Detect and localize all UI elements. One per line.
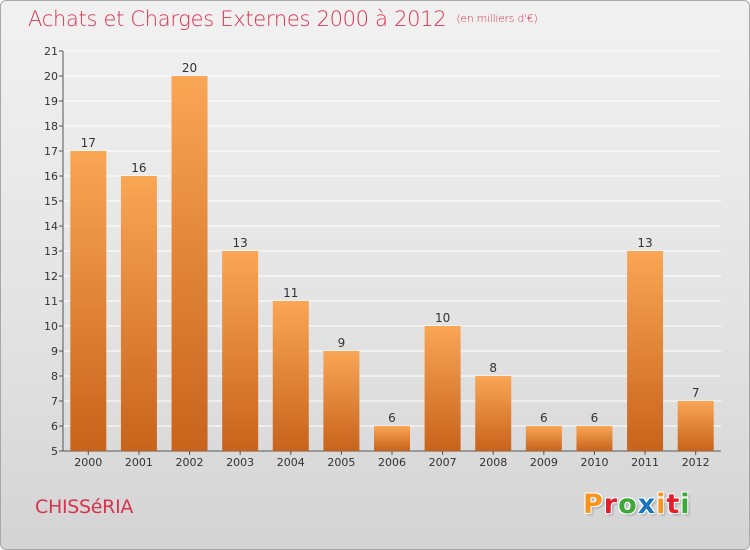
logo-letter: x: [637, 489, 657, 520]
bar-value-label: 10: [435, 311, 450, 325]
bar: [576, 426, 613, 451]
y-tick-label: 14: [44, 220, 58, 233]
y-tick-label: 20: [44, 70, 58, 83]
bar: [677, 401, 714, 451]
bar: [475, 376, 512, 451]
y-tick-label: 8: [51, 370, 58, 383]
y-tick-label: 18: [44, 120, 58, 133]
x-tick-label: 2006: [378, 456, 406, 469]
y-tick-label: 16: [44, 170, 58, 183]
y-tick-label: 5: [51, 445, 58, 458]
bar: [171, 76, 208, 451]
labels: 5 6 7 8 9 10 11 12 13 14 15 16 17 18 19 20 21 17 2000 16 200…: [44, 45, 710, 469]
x-tick-label: 2009: [530, 456, 558, 469]
axes: [59, 50, 721, 455]
x-tick-label: 2004: [277, 456, 305, 469]
title-text: Achats et Charges Externes 2000 à 2012: [28, 7, 447, 31]
chart-title: Achats et Charges Externes 2000 à 2012 (e…: [28, 7, 538, 31]
bar: [272, 301, 309, 451]
x-tick-label: 2000: [74, 456, 102, 469]
y-tick-label: 10: [44, 320, 58, 333]
x-tick-label: 2002: [176, 456, 204, 469]
bar-value-label: 6: [540, 411, 548, 425]
y-tick-label: 13: [44, 245, 58, 258]
logo-letter: o: [618, 489, 638, 520]
logo-letter: r: [603, 489, 619, 520]
grid-lines: [63, 50, 721, 452]
bar: [374, 426, 410, 451]
bar-value-label: 13: [233, 236, 248, 250]
logo-letter: i: [680, 489, 691, 520]
x-tick-label: 2012: [682, 456, 710, 469]
unit-label: (en milliers d'€): [456, 12, 538, 25]
logo-letter: i: [656, 489, 667, 520]
x-tick-label: 2001: [125, 456, 153, 469]
bar-value-label: 6: [388, 411, 396, 425]
x-tick-label: 2011: [631, 456, 659, 469]
y-tick-label: 17: [44, 145, 58, 158]
bar-value-label: 9: [338, 336, 346, 350]
x-tick-label: 2003: [226, 456, 254, 469]
bar: [424, 326, 461, 451]
bar-value-label: 7: [692, 386, 700, 400]
y-tick-label: 21: [44, 45, 58, 58]
proxiti-logo: Proxiti: [583, 489, 691, 520]
bars: [70, 76, 714, 451]
logo-letter: t: [666, 489, 681, 520]
bar-value-label: 6: [591, 411, 599, 425]
bar: [627, 251, 664, 451]
x-tick-label: 2005: [327, 456, 355, 469]
bar: [120, 176, 157, 451]
y-tick-label: 9: [51, 345, 58, 358]
y-tick-label: 15: [44, 195, 58, 208]
y-tick-label: 12: [44, 270, 58, 283]
bar: [525, 426, 562, 451]
y-tick-label: 11: [44, 295, 58, 308]
bar-value-label: 20: [182, 61, 197, 75]
bar-value-label: 16: [131, 161, 146, 175]
logo-letter: P: [583, 489, 604, 520]
bar-value-label: 13: [637, 236, 652, 250]
y-tick-label: 19: [44, 95, 58, 108]
x-tick-label: 2008: [479, 456, 507, 469]
bar-value-label: 17: [81, 136, 96, 150]
x-tick-label: 2007: [429, 456, 457, 469]
bar: [222, 251, 259, 451]
commune-name: CHISSéRIA: [35, 496, 134, 518]
bar: [70, 151, 107, 451]
bar: [323, 351, 360, 451]
y-tick-label: 7: [51, 395, 58, 408]
bar-value-label: 11: [283, 286, 298, 300]
x-tick-label: 2010: [580, 456, 608, 469]
y-tick-label: 6: [51, 420, 58, 433]
bar-value-label: 8: [489, 361, 497, 375]
